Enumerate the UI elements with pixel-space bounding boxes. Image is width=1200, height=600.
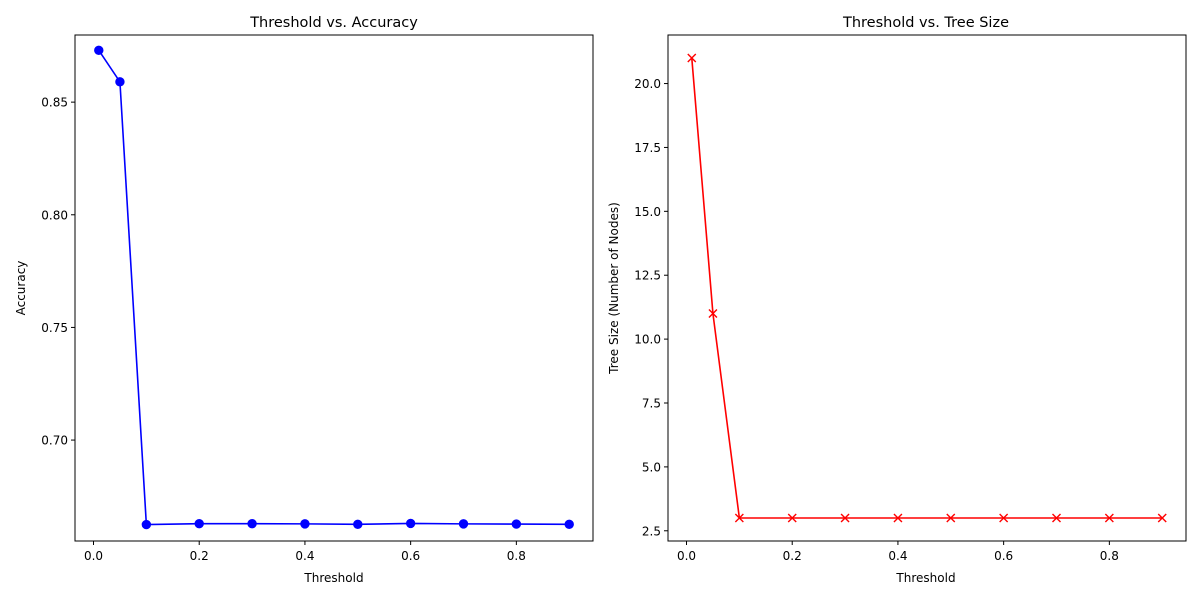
tree-size-y-tick-label: 15.0	[634, 205, 661, 219]
tree-size-data-point	[840, 513, 850, 523]
tree-size-subplot: Threshold vs. Tree Size 0.0 0.2 0.4 0.6 0.8 2…	[607, 15, 1187, 585]
accuracy-x-axis-label: Threshold	[303, 571, 363, 585]
tree-size-marker-stroke	[1157, 513, 1167, 523]
accuracy-data-point	[115, 77, 125, 87]
tree-size-data-point	[1157, 513, 1167, 523]
tree-size-x-tick-label: 0.8	[1100, 549, 1119, 563]
accuracy-subplot: Threshold vs. Accuracy 0.0 0.2 0.4 0.6 0.80.…	[14, 15, 594, 585]
tree-size-data-point	[1104, 513, 1114, 523]
tree-size-x-axis-label: Threshold	[895, 571, 955, 585]
accuracy-x-tick-label: 0.6	[401, 549, 420, 563]
accuracy-y-tick-label: 0.85	[41, 96, 68, 110]
tree-size-data-point	[999, 513, 1009, 523]
tree-size-y-tick-label: 12.5	[634, 269, 661, 283]
tree-size-marker-stroke	[734, 513, 744, 523]
tree-size-x-tick-label: 0.0	[677, 549, 696, 563]
tree-size-marker-stroke	[893, 513, 903, 523]
accuracy-data-point	[300, 519, 310, 529]
tree-size-y-axis-label: Tree Size (Number of Nodes)	[607, 202, 621, 375]
accuracy-data-point	[247, 518, 257, 529]
accuracy-x-tick-label: 0.8	[507, 549, 526, 563]
tree-size-y-tick-label: 7.5	[642, 397, 661, 411]
accuracy-data-point	[511, 519, 522, 529]
accuracy-data-point	[94, 45, 104, 56]
accuracy-x-tick-label: 0.2	[190, 549, 209, 563]
accuracy-data-point	[405, 518, 416, 529]
tree-size-marker-stroke	[708, 309, 718, 319]
tree-size-marker-stroke	[1104, 513, 1114, 523]
tree-size-data-point	[708, 309, 718, 319]
tree-size-y-tick-label: 2.5	[642, 524, 661, 538]
tree-size-data-point	[893, 513, 903, 523]
accuracy-data-point	[353, 519, 363, 530]
tree-size-data-point	[734, 513, 744, 523]
tree-size-marker-stroke	[999, 513, 1009, 523]
accuracy-data-point	[458, 519, 469, 529]
accuracy-y-tick-label: 0.70	[41, 434, 68, 448]
tree-size-marker-stroke	[946, 513, 956, 523]
accuracy-y-tick-label: 0.80	[41, 208, 68, 222]
tree-size-axes-frame	[667, 34, 1187, 542]
tree-size-x-tick-label: 0.4	[888, 549, 907, 563]
tree-size-data-point	[787, 513, 797, 523]
tree-size-chart-title: Threshold vs. Tree Size	[842, 15, 1009, 31]
tree-size-plot-area: 0.0 0.2 0.4 0.6 0.8 2.5 5.0 7.5 10.0 12.5 15.0 17.5…	[634, 34, 1187, 563]
accuracy-axes-frame	[74, 34, 594, 542]
tree-size-marker-stroke	[840, 513, 850, 523]
accuracy-chart-title: Threshold vs. Accuracy	[249, 15, 418, 31]
tree-size-marker-stroke	[787, 513, 797, 523]
accuracy-x-tick-label: 0.0	[84, 549, 103, 563]
tree-size-marker-stroke	[1052, 513, 1061, 523]
accuracy-plot-area: 0.0 0.2 0.4 0.6 0.8 0.70 0.75 0.80 0.85	[41, 34, 594, 563]
tree-size-data-point	[946, 513, 956, 523]
tree-size-data-point	[687, 53, 697, 63]
accuracy-data-point	[194, 518, 204, 529]
tree-size-y-tick-label: 20.0	[634, 77, 661, 91]
tree-size-y-tick-label: 10.0	[634, 333, 661, 347]
tree-size-y-tick-label: 5.0	[642, 460, 661, 474]
accuracy-data-point	[564, 519, 574, 530]
tree-size-data-point	[1052, 513, 1061, 523]
tree-size-x-tick-label: 0.6	[994, 549, 1013, 563]
accuracy-data-point	[141, 519, 152, 530]
accuracy-x-tick-label: 0.4	[295, 549, 314, 563]
tree-size-x-tick-label: 0.2	[783, 549, 802, 563]
tree-size-y-tick-label: 17.5	[634, 141, 661, 155]
accuracy-y-axis-label: Accuracy	[14, 261, 28, 316]
tree-size-marker-stroke	[687, 53, 697, 63]
accuracy-y-tick-label: 0.75	[41, 321, 68, 335]
